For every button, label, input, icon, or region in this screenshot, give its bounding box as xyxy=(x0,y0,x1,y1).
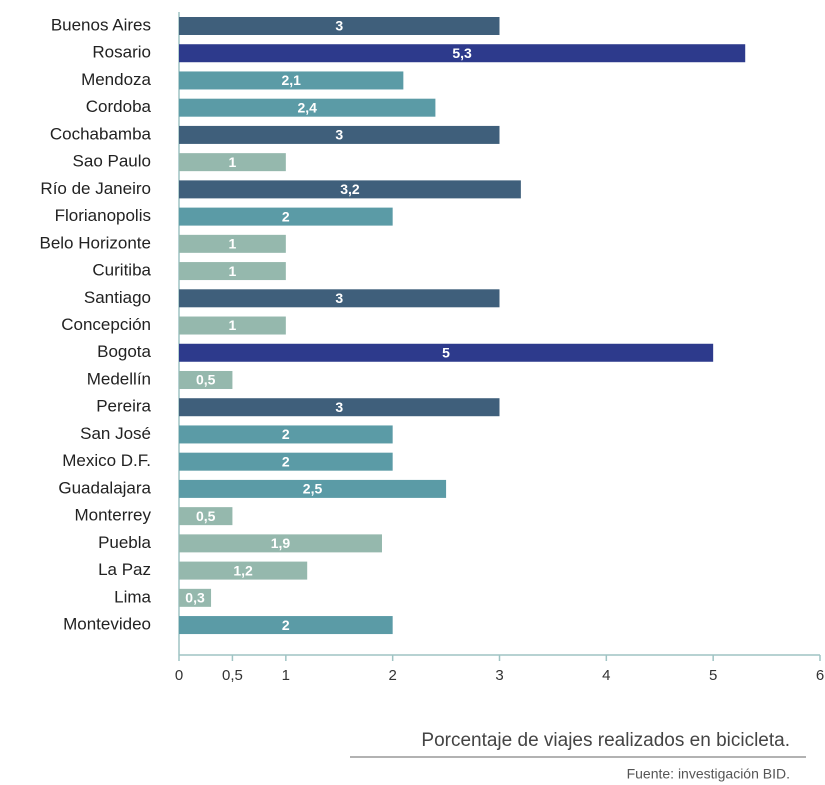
y-tick-label: La Paz xyxy=(98,560,151,579)
y-tick-label: Lima xyxy=(114,587,151,606)
caption: Porcentaje de viajes realizados en bicic… xyxy=(421,730,790,751)
bar xyxy=(179,71,404,90)
bar-label: 1 xyxy=(229,317,237,333)
bar-label: 2 xyxy=(282,208,290,224)
bar-label: 1,2 xyxy=(233,562,253,578)
y-tick-label: Bogota xyxy=(97,342,151,361)
bar xyxy=(179,534,382,553)
y-tick-label: Mendoza xyxy=(81,70,151,89)
bar-label: 0,3 xyxy=(185,590,205,606)
bar-label: 1 xyxy=(229,236,237,252)
bar-label: 1,9 xyxy=(271,535,291,551)
bar-label: 2,1 xyxy=(281,72,301,88)
y-tick-label: Santiago xyxy=(84,288,151,307)
bar-label: 3 xyxy=(335,18,343,34)
bar xyxy=(179,207,393,226)
y-tick-label: Mexico D.F. xyxy=(62,451,151,470)
bar xyxy=(179,479,447,498)
bar-label: 1 xyxy=(229,263,237,279)
bar xyxy=(179,180,521,199)
bar-label: 1 xyxy=(229,154,237,170)
x-tick-label: 0 xyxy=(175,667,183,684)
bar xyxy=(179,398,500,417)
y-tick-label: Cordoba xyxy=(86,97,152,116)
y-tick-label: Puebla xyxy=(98,533,151,552)
y-tick-label: Buenos Aires xyxy=(51,15,151,34)
y-tick-label: Monterrey xyxy=(74,506,151,525)
bar xyxy=(179,616,393,635)
x-tick-label: 1 xyxy=(282,667,290,684)
x-tick-label: 4 xyxy=(602,667,610,684)
bar xyxy=(179,98,436,117)
bar-label: 0,5 xyxy=(196,508,216,524)
y-tick-label: Concepción xyxy=(61,315,151,334)
bar-label: 0,5 xyxy=(196,372,216,388)
y-tick-label: Belo Horizonte xyxy=(39,233,151,252)
x-tick-label: 0,5 xyxy=(222,667,243,684)
bar-label: 3,2 xyxy=(340,181,360,197)
bar xyxy=(179,289,500,308)
y-tick-label: Florianopolis xyxy=(55,206,151,225)
y-tick-label: Guadalajara xyxy=(58,478,151,497)
bar xyxy=(179,125,500,144)
x-tick-label: 3 xyxy=(495,667,503,684)
bar-label: 2 xyxy=(282,426,290,442)
bar xyxy=(179,452,393,471)
y-tick-label: Río de Janeiro xyxy=(40,179,151,198)
bar xyxy=(179,343,714,362)
x-tick-label: 2 xyxy=(388,667,396,684)
bar xyxy=(179,561,308,580)
bar xyxy=(179,370,233,389)
bar-label: 5 xyxy=(442,344,450,360)
x-tick-label: 6 xyxy=(816,667,824,684)
bar-label: 3 xyxy=(335,127,343,143)
y-tick-label: Curitiba xyxy=(92,261,151,280)
bar xyxy=(179,316,286,335)
bar-label: 3 xyxy=(335,399,343,415)
y-tick-label: Montevideo xyxy=(63,615,151,634)
bar xyxy=(179,588,212,607)
y-tick-label: San José xyxy=(80,424,151,443)
y-tick-label: Medellín xyxy=(87,369,151,388)
y-tick-label: Cochabamba xyxy=(50,124,152,143)
bar xyxy=(179,153,286,172)
bar-label: 2,4 xyxy=(297,99,317,115)
bar xyxy=(179,234,286,253)
x-tick-label: 5 xyxy=(709,667,717,684)
y-tick-label: Rosario xyxy=(92,43,151,62)
bar xyxy=(179,507,233,526)
bar xyxy=(179,425,393,444)
bar xyxy=(179,44,746,63)
bar-label: 3 xyxy=(335,290,343,306)
y-tick-label: Sao Paulo xyxy=(73,152,151,171)
bar-label: 2 xyxy=(282,453,290,469)
bar-label: 5,3 xyxy=(452,45,472,61)
bar-label: 2,5 xyxy=(303,481,323,497)
y-tick-label: Pereira xyxy=(96,397,151,416)
bar xyxy=(179,262,286,281)
bar-label: 2 xyxy=(282,617,290,633)
source: Fuente: investigación BID. xyxy=(627,766,790,782)
bar xyxy=(179,17,500,35)
